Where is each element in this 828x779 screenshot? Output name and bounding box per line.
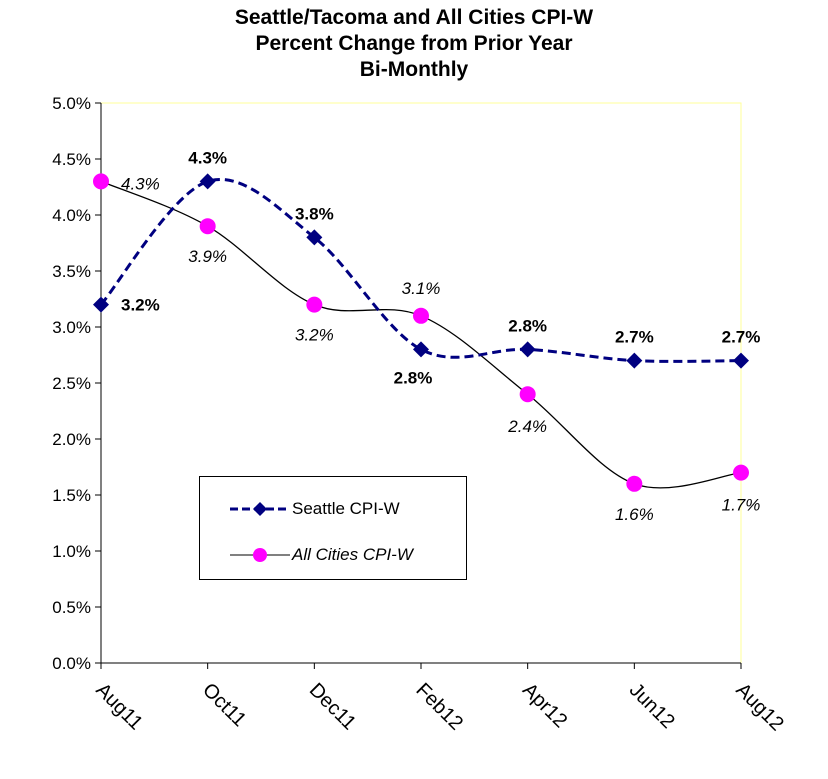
all-cities-data-label: 3.1% (402, 279, 441, 298)
y-tick-label: 2.0% (52, 430, 91, 449)
data-labels: 4.3% 3.9% 3.2% 3.1% 2.4% 1.6% 1.7% 3.2% 4.3% 3.8%… (121, 148, 760, 523)
y-tick-label: 5.0% (52, 94, 91, 113)
legend-label-seattle: Seattle CPI-W (292, 499, 400, 518)
chart-title-line-1: Seattle/Tacoma and All Cities CPI-W (234, 6, 594, 29)
all-cities-data-label: 3.9% (188, 247, 227, 266)
all-cities-point (199, 218, 216, 235)
seattle-point (93, 296, 109, 313)
y-tick-label: 2.5% (52, 374, 91, 393)
all-cities-point (93, 173, 109, 190)
x-tick-label: Aug11 (91, 679, 146, 734)
y-tick-label: 1.0% (52, 542, 91, 561)
all-cities-point (306, 296, 323, 313)
seattle-data-label: 2.7% (615, 328, 654, 347)
legend-swatch-seattle (230, 502, 290, 516)
all-cities-point (626, 475, 643, 492)
chart-title-line-3: Bi-Monthly (359, 58, 469, 81)
x-axis-ticks: Aug11 Oct11 Dec11 Feb12 Apr12 Jun12 Aug12 (91, 663, 788, 735)
all-cities-data-label: 1.6% (615, 505, 654, 524)
legend-label-all-cities: All Cities CPI-W (292, 545, 413, 564)
y-tick-label: 0.5% (52, 598, 91, 617)
x-tick-label: Feb12 (411, 679, 467, 735)
seattle-data-label: 2.8% (394, 368, 433, 387)
seattle-point (519, 341, 536, 358)
y-axis-ticks: 0.0% 0.5% 1.0% 1.5% 2.0% 2.5% 3.0% 3.5% 4.0% 4.5%… (52, 94, 101, 673)
all-cities-point (519, 386, 536, 403)
all-cities-data-label: 3.2% (295, 326, 334, 345)
seattle-data-label: 4.3% (188, 148, 227, 167)
x-tick-label: Jun12 (625, 679, 679, 733)
y-tick-label: 3.0% (52, 318, 91, 337)
legend-swatch-all-cities (230, 548, 290, 562)
seattle-point (733, 352, 749, 369)
x-tick-label: Apr12 (518, 679, 571, 732)
legend-item-seattle: Seattle CPI-W (200, 497, 468, 521)
chart-title: Seattle/Tacoma and All Cities CPI-W Perc… (0, 5, 828, 83)
y-tick-label: 3.5% (52, 262, 91, 281)
all-cities-data-label: 2.4% (507, 417, 547, 436)
all-cities-data-label: 4.3% (121, 174, 160, 193)
seattle-point (306, 229, 323, 246)
x-tick-label: Aug12 (731, 679, 787, 735)
seattle-point (626, 352, 643, 369)
x-tick-label: Oct11 (198, 679, 250, 731)
series-group (93, 173, 749, 492)
all-cities-point (733, 464, 749, 481)
y-tick-label: 4.0% (52, 206, 91, 225)
legend: Seattle CPI-W All Cities CPI-W (199, 476, 467, 580)
seattle-point (199, 173, 216, 190)
chart-title-line-2: Percent Change from Prior Year (255, 32, 573, 55)
all-cities-point (413, 307, 429, 324)
y-tick-label: 0.0% (52, 654, 91, 673)
seattle-data-label: 2.7% (722, 328, 761, 347)
legend-item-all-cities: All Cities CPI-W (200, 543, 468, 567)
all-cities-data-label: 1.7% (722, 496, 761, 515)
seattle-data-label: 3.2% (121, 296, 160, 315)
seattle-data-label: 2.8% (508, 316, 547, 335)
y-tick-label: 4.5% (52, 150, 91, 169)
y-tick-label: 1.5% (52, 486, 91, 505)
seattle-point (413, 341, 429, 358)
seattle-data-label: 3.8% (295, 204, 334, 223)
x-tick-label: Dec11 (305, 679, 360, 734)
